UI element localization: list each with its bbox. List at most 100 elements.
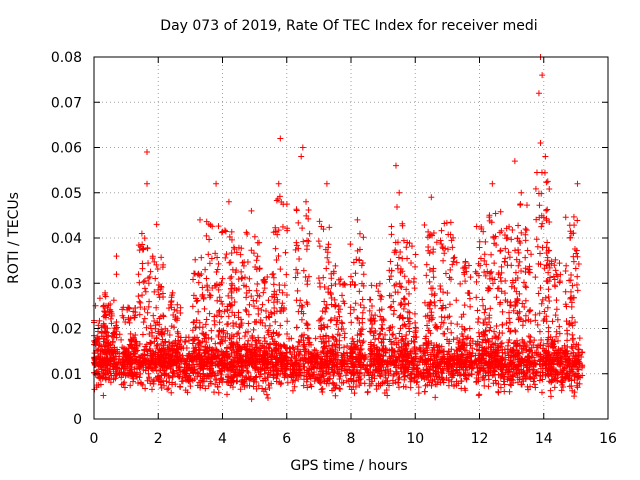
data-point bbox=[423, 261, 430, 268]
data-point bbox=[273, 197, 280, 204]
data-point bbox=[396, 189, 403, 196]
data-point bbox=[131, 338, 138, 345]
data-point bbox=[348, 386, 355, 393]
data-point bbox=[168, 292, 175, 299]
data-point bbox=[109, 338, 116, 345]
data-point bbox=[300, 238, 307, 245]
data-point bbox=[121, 379, 128, 386]
data-point bbox=[330, 380, 337, 387]
data-point bbox=[518, 360, 525, 367]
data-point bbox=[323, 305, 330, 312]
data-point bbox=[289, 379, 296, 386]
data-point bbox=[532, 274, 539, 281]
data-point bbox=[423, 374, 430, 381]
data-point bbox=[275, 180, 282, 187]
data-point bbox=[467, 358, 474, 365]
data-point bbox=[520, 345, 527, 352]
data-point bbox=[437, 297, 444, 304]
data-point bbox=[438, 227, 445, 234]
data-point bbox=[523, 202, 530, 209]
data-point bbox=[317, 283, 324, 290]
data-point bbox=[340, 379, 347, 386]
data-point bbox=[476, 342, 483, 349]
data-point bbox=[174, 301, 181, 308]
data-point bbox=[311, 369, 318, 376]
data-point bbox=[518, 268, 525, 275]
data-point bbox=[533, 216, 540, 223]
data-point bbox=[392, 368, 399, 375]
data-point bbox=[376, 353, 383, 360]
data-point bbox=[96, 295, 103, 302]
data-point bbox=[358, 331, 365, 338]
data-point bbox=[507, 381, 514, 388]
data-point bbox=[274, 231, 281, 238]
data-point bbox=[481, 332, 488, 339]
data-point bbox=[498, 355, 505, 362]
data-point bbox=[308, 383, 315, 390]
data-point bbox=[553, 306, 560, 313]
x-tick-label: 8 bbox=[347, 431, 356, 447]
data-point bbox=[155, 361, 162, 368]
data-point bbox=[342, 282, 349, 289]
data-point bbox=[414, 358, 421, 365]
data-point bbox=[466, 350, 473, 357]
data-point bbox=[537, 284, 544, 291]
data-point bbox=[497, 248, 504, 255]
data-point bbox=[501, 290, 508, 297]
data-point bbox=[433, 239, 440, 246]
data-point bbox=[579, 372, 586, 379]
data-point bbox=[440, 245, 447, 252]
data-point bbox=[506, 254, 513, 261]
data-point bbox=[192, 324, 199, 331]
data-point bbox=[129, 334, 136, 341]
data-point bbox=[553, 328, 560, 335]
data-point bbox=[437, 379, 444, 386]
data-point bbox=[208, 327, 215, 334]
data-point bbox=[492, 333, 499, 340]
data-point bbox=[94, 334, 101, 341]
data-point bbox=[563, 262, 570, 269]
data-point bbox=[402, 366, 409, 373]
data-point bbox=[392, 162, 399, 169]
data-point bbox=[315, 238, 322, 245]
data-point bbox=[392, 289, 399, 296]
data-point bbox=[253, 338, 260, 345]
data-point bbox=[527, 339, 534, 346]
data-point bbox=[138, 230, 145, 237]
data-point bbox=[430, 360, 437, 367]
data-point bbox=[206, 353, 213, 360]
data-point bbox=[373, 366, 380, 373]
data-point bbox=[314, 351, 321, 358]
data-point bbox=[367, 316, 374, 323]
data-point bbox=[538, 169, 545, 176]
data-point bbox=[114, 365, 121, 372]
data-point bbox=[160, 294, 167, 301]
data-point bbox=[305, 359, 312, 366]
data-point bbox=[536, 328, 543, 335]
data-point bbox=[197, 216, 204, 223]
data-point bbox=[576, 360, 583, 367]
data-point bbox=[375, 382, 382, 389]
data-point bbox=[569, 368, 576, 375]
data-point bbox=[477, 255, 484, 262]
data-point bbox=[181, 357, 188, 364]
data-point bbox=[434, 378, 441, 385]
data-point bbox=[373, 352, 380, 359]
data-point bbox=[551, 276, 558, 283]
data-point bbox=[303, 299, 310, 306]
data-point bbox=[544, 304, 551, 311]
data-point bbox=[243, 294, 250, 301]
data-point bbox=[240, 380, 247, 387]
data-point bbox=[279, 223, 286, 230]
data-point bbox=[406, 328, 413, 335]
data-point bbox=[170, 311, 177, 318]
data-point bbox=[336, 385, 343, 392]
data-point bbox=[332, 262, 339, 269]
data-point bbox=[318, 315, 325, 322]
data-point bbox=[512, 327, 519, 334]
data-point bbox=[270, 229, 277, 236]
x-tick-label: 14 bbox=[535, 431, 553, 447]
data-point bbox=[209, 360, 216, 367]
data-point bbox=[276, 354, 283, 361]
data-point bbox=[516, 370, 523, 377]
